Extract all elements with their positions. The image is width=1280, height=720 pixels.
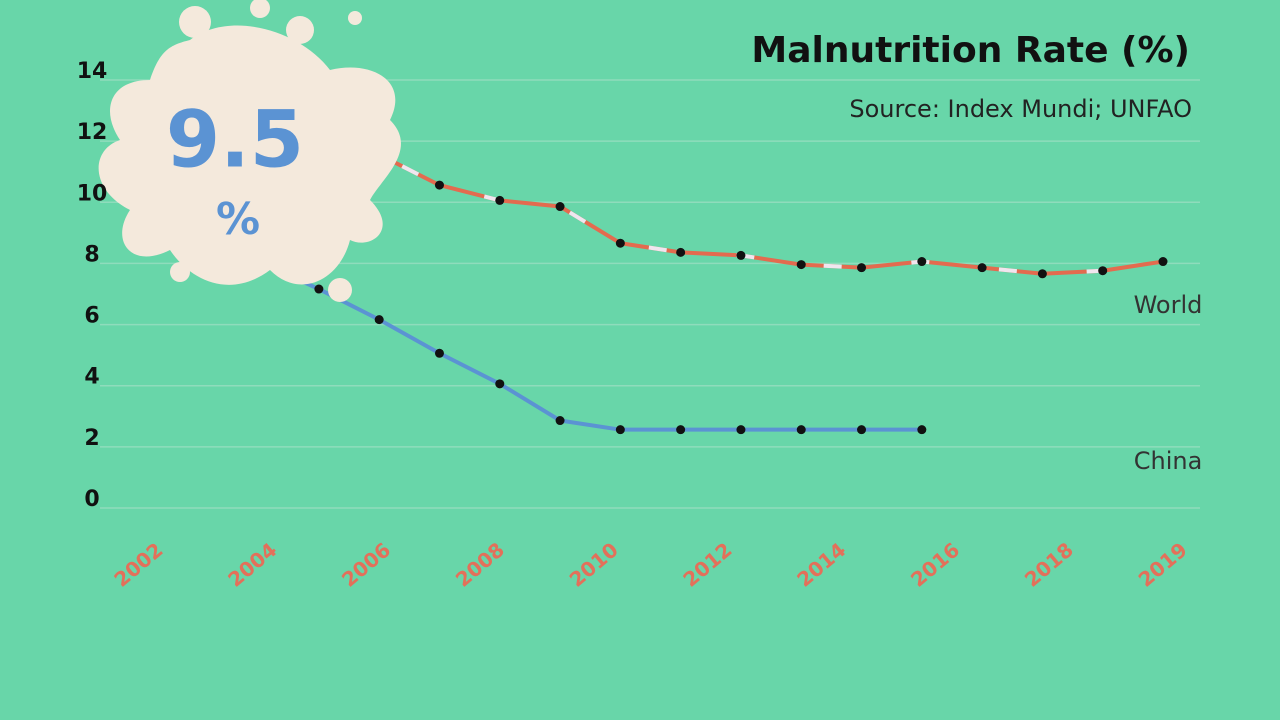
splash-drop bbox=[179, 6, 211, 38]
point bbox=[1158, 257, 1168, 267]
point bbox=[796, 260, 806, 270]
point bbox=[314, 284, 324, 294]
x-tick-label: 2004 bbox=[223, 538, 281, 592]
y-tick-label: 10 bbox=[77, 181, 108, 206]
point bbox=[857, 263, 867, 273]
annotation: 9.5 bbox=[166, 95, 304, 185]
series-label: World bbox=[1134, 291, 1203, 319]
x-tick-label: 2012 bbox=[678, 538, 736, 592]
point bbox=[917, 425, 927, 435]
x-tick-label: 2008 bbox=[451, 538, 509, 592]
chart-title: Malnutrition Rate (%) bbox=[751, 30, 1190, 71]
annotation: % bbox=[216, 194, 260, 245]
point bbox=[736, 250, 746, 260]
splash-shape bbox=[98, 25, 401, 285]
point bbox=[615, 238, 625, 248]
point bbox=[495, 195, 505, 205]
point bbox=[555, 202, 565, 212]
point bbox=[676, 247, 686, 257]
x-tick-label: 2006 bbox=[337, 538, 395, 592]
y-tick-label: 6 bbox=[84, 304, 99, 329]
y-tick-label: 2 bbox=[84, 426, 99, 451]
point bbox=[374, 315, 384, 325]
y-tick-label: 4 bbox=[84, 365, 99, 390]
point bbox=[857, 425, 867, 435]
point bbox=[1037, 269, 1047, 279]
x-tick-label: 2010 bbox=[565, 538, 623, 592]
point bbox=[555, 416, 565, 426]
y-tick-label: 14 bbox=[77, 59, 108, 84]
splash-drop bbox=[170, 262, 190, 282]
x-tick-label: 2002 bbox=[109, 538, 167, 592]
y-tick-label: 12 bbox=[77, 120, 108, 145]
x-tick-label: 2016 bbox=[906, 538, 964, 592]
splash-drop bbox=[328, 278, 352, 302]
x-tick-label: 2019 bbox=[1134, 538, 1192, 592]
y-tick-label: 8 bbox=[84, 242, 99, 267]
x-tick-label: 2018 bbox=[1020, 538, 1078, 592]
point bbox=[736, 425, 746, 435]
point bbox=[676, 425, 686, 435]
point bbox=[1098, 266, 1108, 276]
splash-drop bbox=[250, 0, 270, 18]
point bbox=[615, 425, 625, 435]
point bbox=[977, 263, 987, 273]
point bbox=[917, 257, 927, 267]
y-tick-label: 0 bbox=[84, 487, 99, 512]
point bbox=[434, 180, 444, 190]
point bbox=[434, 348, 444, 358]
series-label: China bbox=[1134, 447, 1203, 475]
x-tick-label: 2014 bbox=[792, 538, 850, 592]
point bbox=[796, 425, 806, 435]
splash-drop bbox=[286, 16, 314, 44]
splash bbox=[98, 0, 401, 302]
point bbox=[495, 379, 505, 389]
chart-subtitle: Source: Index Mundi; UNFAO bbox=[849, 95, 1192, 123]
splash-drop bbox=[348, 11, 362, 25]
